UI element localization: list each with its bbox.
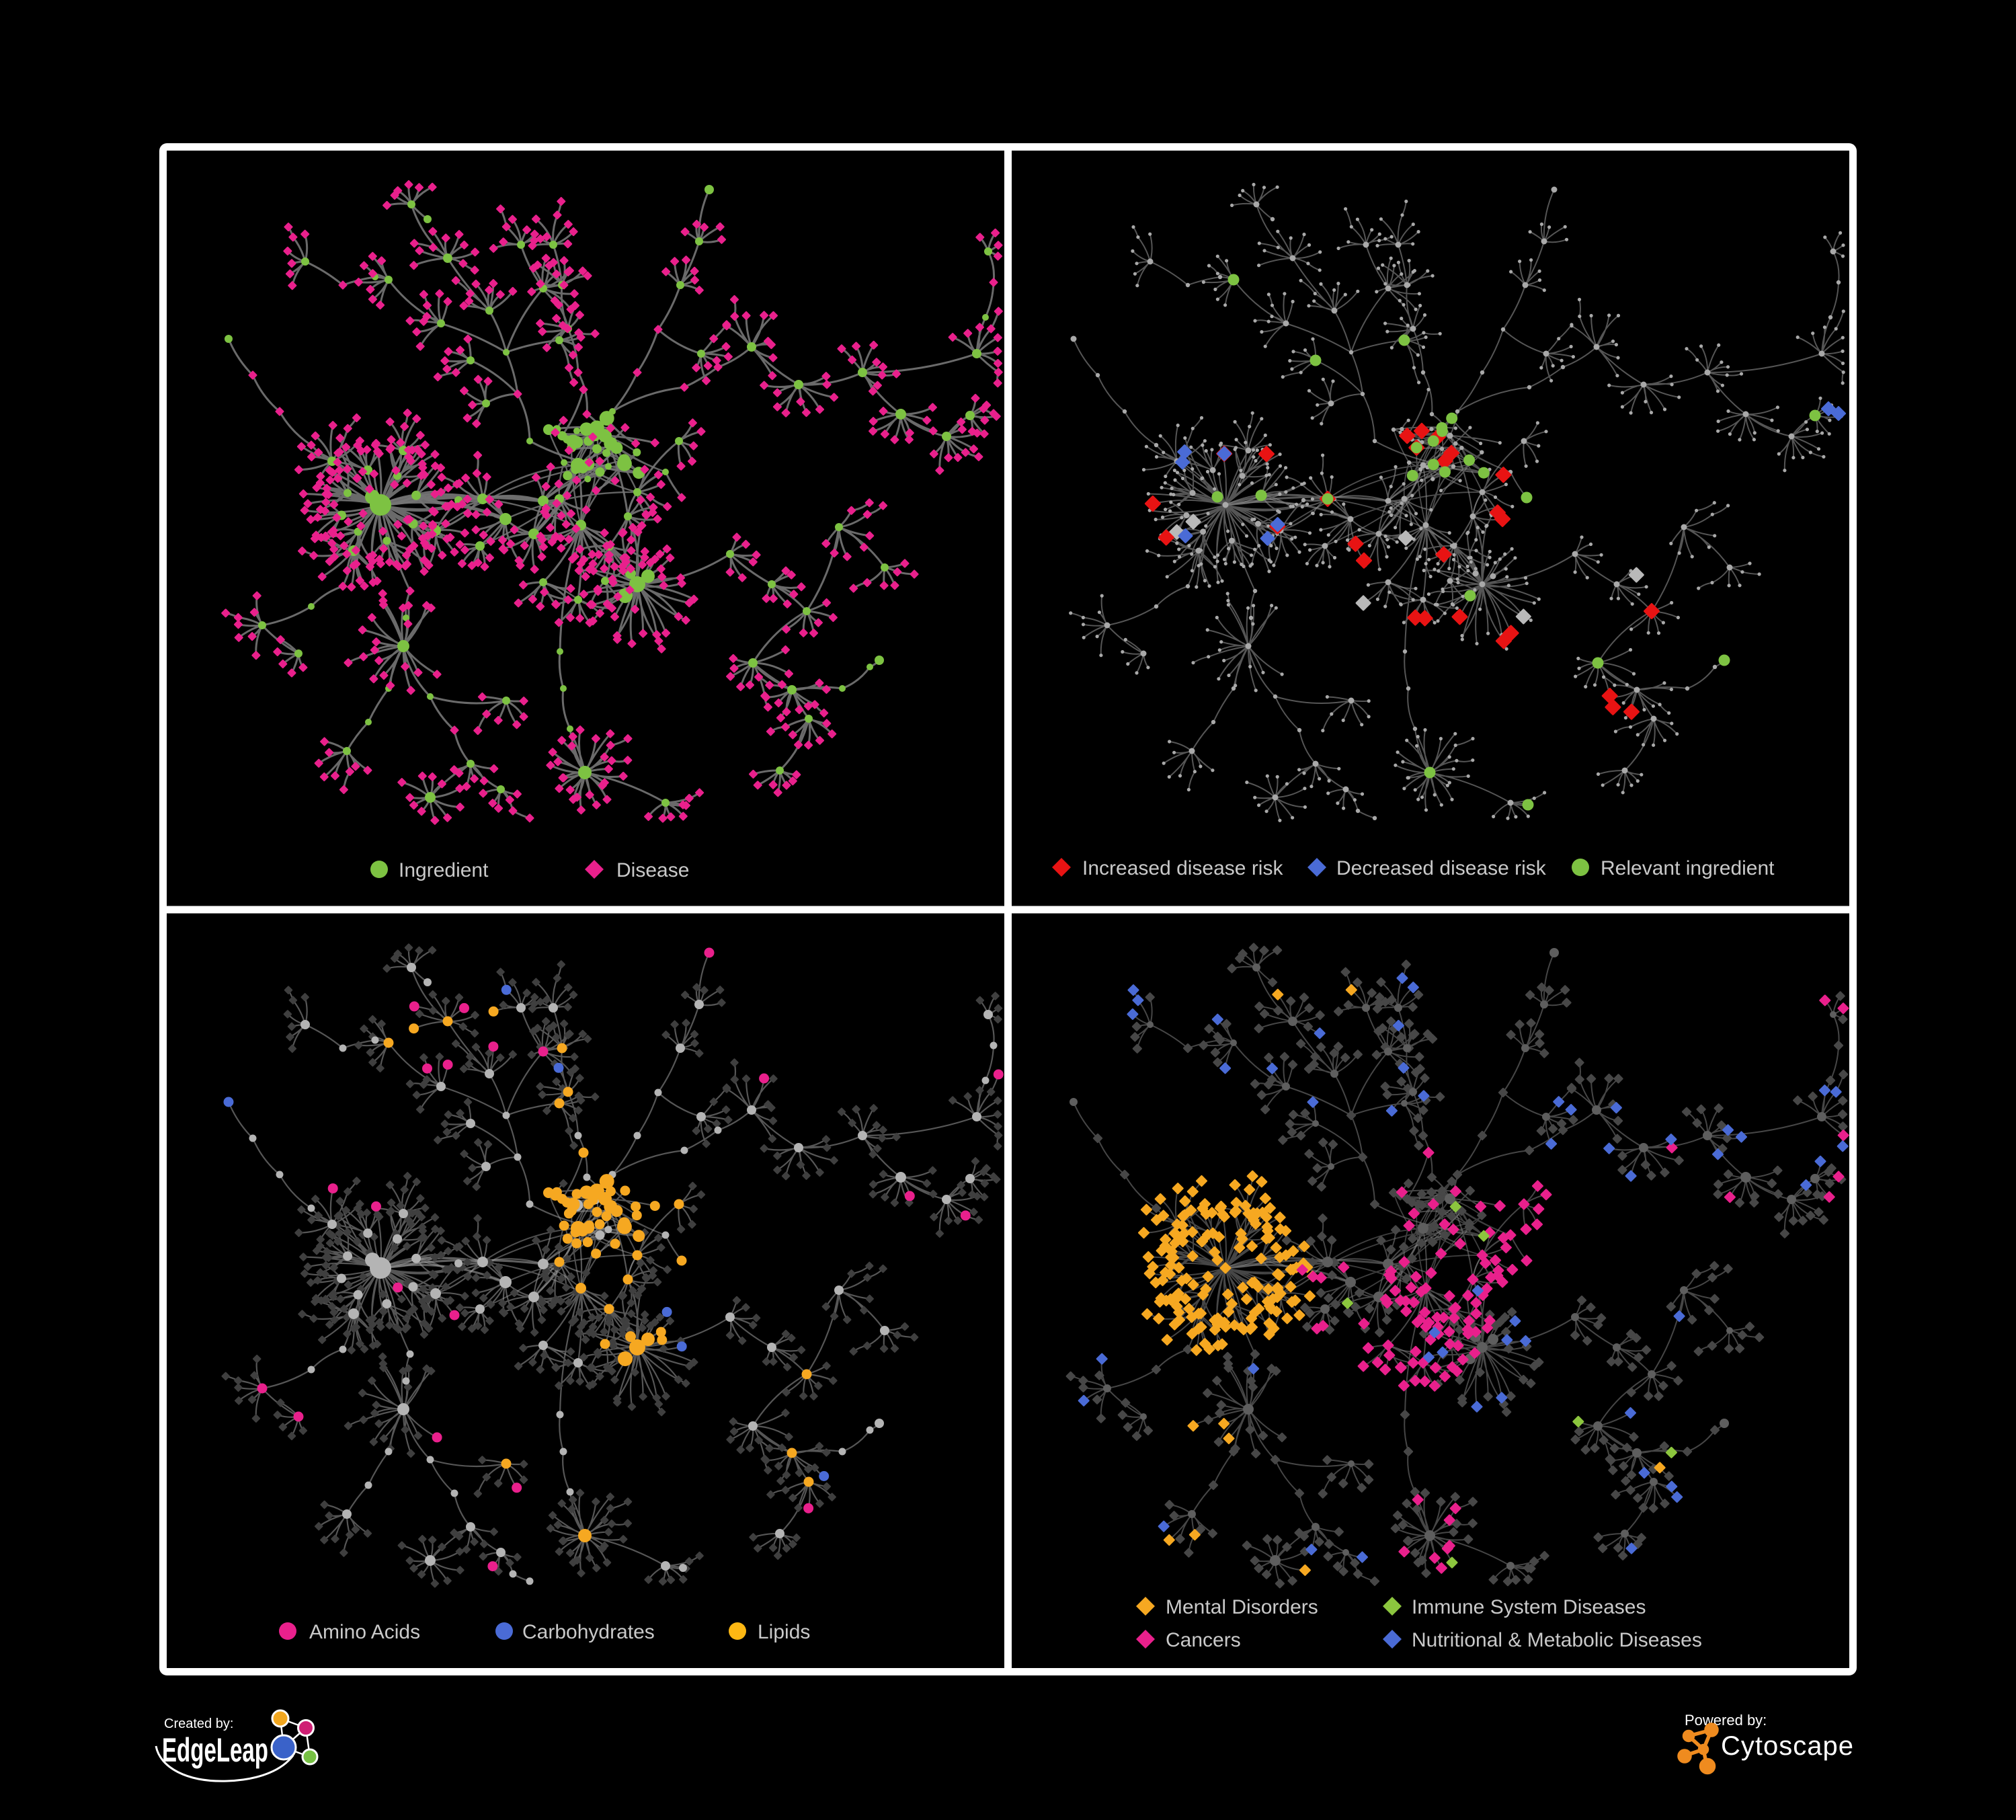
svg-text:Immune System Diseases: Immune System Diseases	[1412, 1596, 1646, 1618]
svg-text:Carbohydrates: Carbohydrates	[522, 1621, 655, 1643]
svg-text:Increased disease risk: Increased disease risk	[1082, 857, 1283, 879]
svg-text:Created by:: Created by:	[164, 1716, 233, 1731]
svg-text:Powered by:: Powered by:	[1685, 1712, 1767, 1729]
svg-text:Lipids: Lipids	[758, 1621, 810, 1643]
svg-text:Relevant ingredient: Relevant ingredient	[1601, 857, 1775, 879]
svg-text:Decreased disease risk: Decreased disease risk	[1336, 857, 1547, 879]
svg-text:Mental Disorders: Mental Disorders	[1166, 1596, 1318, 1618]
svg-text:Disease: Disease	[616, 859, 689, 881]
svg-text:Cytoscape: Cytoscape	[1721, 1731, 1854, 1761]
svg-text:Ingredient: Ingredient	[399, 859, 489, 881]
svg-text:Nutritional & Metabolic Diseas: Nutritional & Metabolic Diseases	[1412, 1629, 1702, 1651]
svg-text:Amino Acids: Amino Acids	[309, 1621, 420, 1643]
svg-text:Cancers: Cancers	[1166, 1629, 1241, 1651]
svg-text:EdgeLeap: EdgeLeap	[162, 1731, 268, 1769]
